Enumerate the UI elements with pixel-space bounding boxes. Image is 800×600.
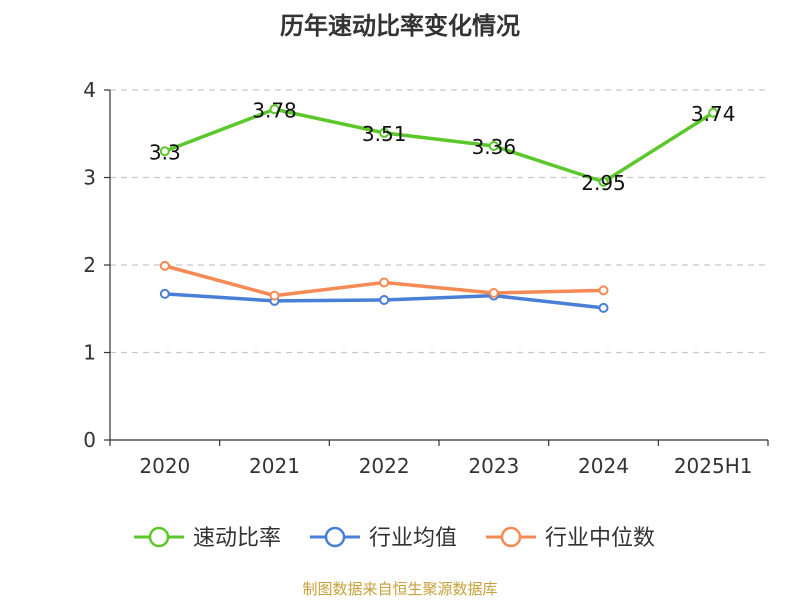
y-tick-label: 3 [83, 166, 96, 190]
x-tick-label: 2022 [359, 454, 410, 478]
data-point [488, 141, 499, 151]
x-tick-label: 2024 [578, 454, 629, 478]
data-labels: 3.3 3.78 3.51 3.36 2.95 3.74 [149, 98, 736, 195]
data-label: 3.51 [362, 122, 407, 146]
series-lines [159, 104, 719, 313]
data-point [598, 176, 609, 187]
chart-title: 历年速动比率变化情况 [280, 12, 520, 40]
data-point [708, 107, 719, 118]
y-tick-label: 0 [83, 428, 96, 452]
data-point [379, 295, 390, 305]
legend-marker [148, 526, 170, 548]
data-label: 3.74 [691, 102, 736, 126]
x-tick-label: 2025H1 [674, 454, 753, 478]
data-point [379, 277, 390, 288]
x-tick-label: 2020 [139, 454, 190, 478]
data-point [269, 104, 280, 115]
data-point [598, 302, 609, 313]
legend: 速动比率 行业均值 行业中位数 [134, 526, 655, 551]
axes: 0 1 2 3 4 2020 2021 2022 2023 2024 2025H1 [83, 78, 769, 478]
gridlines [110, 89, 768, 354]
source-note: 制图数据来自恒生聚源数据库 [302, 580, 498, 598]
data-point [379, 127, 390, 138]
legend-marker [324, 526, 346, 548]
data-point [159, 288, 170, 299]
data-point [159, 260, 170, 271]
legend-label: 速动比率 [193, 526, 281, 551]
legend-marker [500, 526, 522, 548]
data-label: 2.95 [581, 171, 626, 195]
y-tick-label: 4 [83, 78, 96, 102]
data-point [159, 146, 170, 157]
y-tick-label: 1 [83, 341, 96, 365]
data-point [598, 285, 609, 296]
series-line-0 [163, 107, 715, 184]
data-label: 3.3 [149, 140, 181, 164]
x-tick-label: 2023 [468, 454, 519, 478]
x-tick-label: 2021 [249, 454, 300, 478]
data-point [488, 288, 499, 298]
data-label: 3.36 [472, 135, 517, 159]
data-point [269, 290, 280, 301]
y-tick-label: 2 [83, 253, 96, 277]
legend-label: 行业中位数 [545, 526, 655, 551]
data-label: 3.78 [252, 98, 297, 122]
legend-label: 行业均值 [369, 526, 457, 551]
